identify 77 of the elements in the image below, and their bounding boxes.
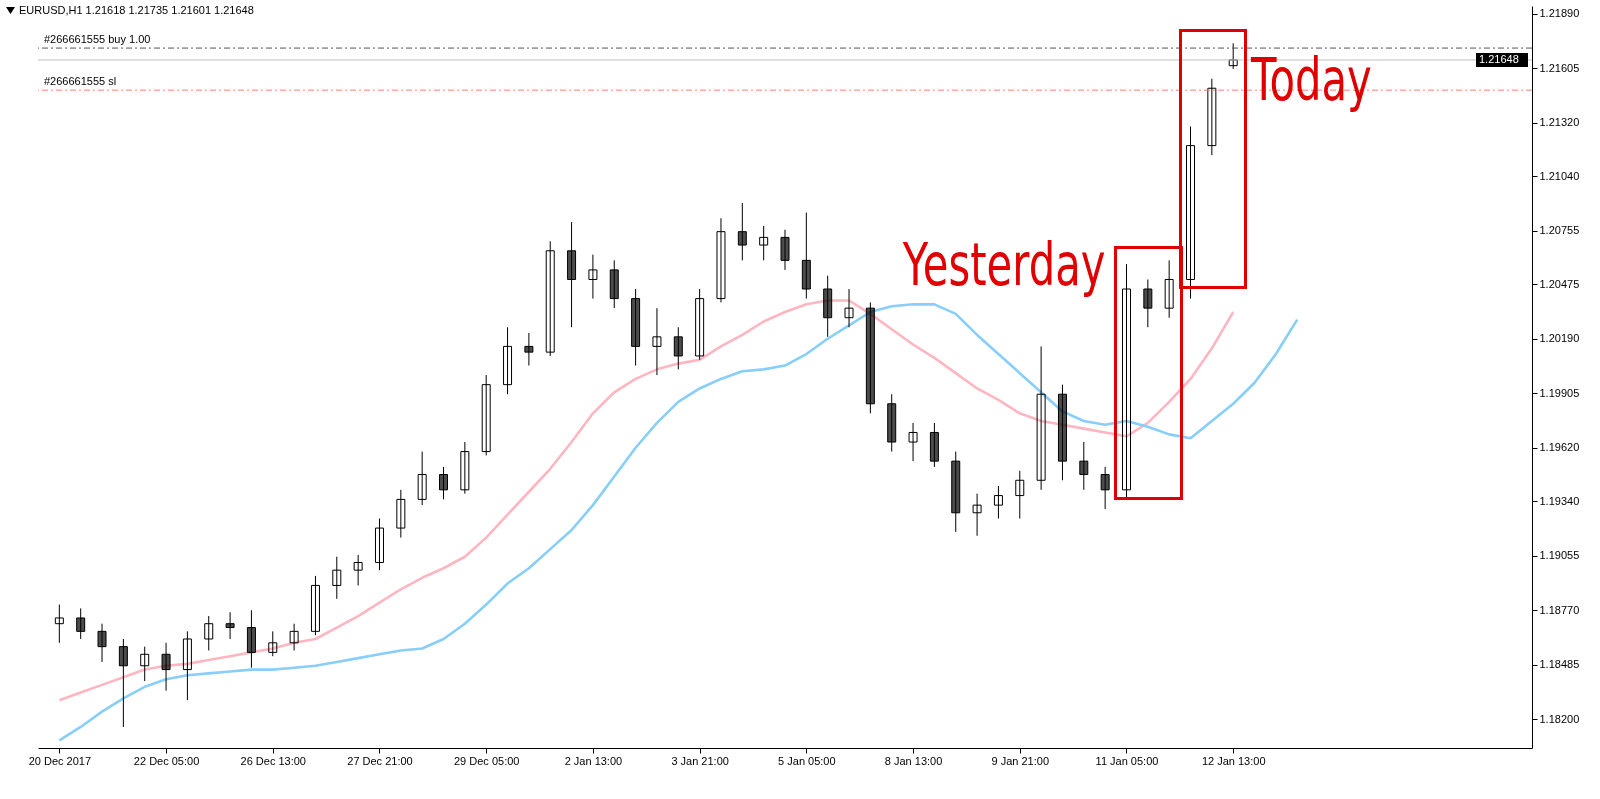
candlestick xyxy=(716,217,726,303)
candlestick xyxy=(588,254,598,300)
x-tick-label: 2 Jan 13:00 xyxy=(564,754,623,767)
x-tick-label: 22 Dec 05:00 xyxy=(133,754,200,767)
candlestick xyxy=(76,607,86,640)
candlestick xyxy=(652,307,662,376)
candlestick xyxy=(353,554,363,586)
y-tick-label: 1.20755 xyxy=(1539,224,1580,237)
candlestick xyxy=(1036,345,1046,491)
candlestick xyxy=(524,332,534,367)
candlestick xyxy=(1015,470,1025,520)
x-tick-label: 20 Dec 2017 xyxy=(28,754,92,767)
candlestick xyxy=(439,466,449,500)
y-tick-label: 1.18200 xyxy=(1539,712,1580,725)
candlestick xyxy=(908,422,918,462)
y-tick-label: 1.21605 xyxy=(1539,61,1580,74)
candlestick xyxy=(97,623,107,663)
candlestick xyxy=(545,240,555,357)
x-tick-label: 8 Jan 13:00 xyxy=(884,754,943,767)
y-tick-label: 1.21040 xyxy=(1539,169,1580,182)
candlestick xyxy=(1121,263,1131,500)
candlestick xyxy=(1143,278,1153,328)
candlestick xyxy=(481,374,491,456)
candlestick xyxy=(54,604,64,644)
candlestick xyxy=(182,630,192,701)
candlestick xyxy=(140,646,150,682)
annotation: Yesterday xyxy=(903,231,1107,300)
candlestick xyxy=(204,615,214,651)
y-tick-label: 1.21890 xyxy=(1539,7,1580,20)
ref-line-label: 1.21648 xyxy=(1479,52,1519,65)
x-tick-label: 11 Jan 05:00 xyxy=(1095,754,1159,767)
x-tick-label: 12 Jan 13:00 xyxy=(1201,754,1266,767)
candlestick xyxy=(289,623,299,651)
y-tick-label: 1.21320 xyxy=(1539,116,1580,129)
candlestick xyxy=(695,288,705,361)
candlestick xyxy=(972,493,982,537)
candlestick xyxy=(844,288,854,328)
candlestick xyxy=(310,575,320,636)
candlestick xyxy=(759,225,769,261)
candlestick xyxy=(1079,441,1089,491)
x-tick-label: 9 Jan 21:00 xyxy=(991,754,1050,767)
x-tick-label: 27 Dec 21:00 xyxy=(347,754,413,767)
y-tick-label: 1.20475 xyxy=(1539,277,1580,290)
candlestick xyxy=(780,229,790,271)
y-tick-label: 1.19620 xyxy=(1539,441,1580,454)
candlestick xyxy=(1228,42,1238,70)
candlestick xyxy=(118,638,128,728)
candlestick xyxy=(1186,125,1196,300)
y-tick-label: 1.18485 xyxy=(1539,658,1580,671)
y-tick-label: 1.19340 xyxy=(1539,494,1580,507)
candlestick xyxy=(396,489,406,539)
candlestick xyxy=(1207,78,1217,156)
candlestick xyxy=(225,611,235,640)
candlestick xyxy=(1100,466,1110,510)
candlestick xyxy=(161,642,171,692)
y-tick-label: 1.19905 xyxy=(1539,386,1580,399)
candlestick xyxy=(673,326,683,370)
chart-title: EURUSD,H1 1.21618 1.21735 1.21601 1.21648 xyxy=(19,4,254,16)
candlestick xyxy=(460,441,470,495)
y-tick-label: 1.20190 xyxy=(1539,332,1580,345)
y-tick-label: 1.19055 xyxy=(1539,549,1580,562)
candlestick xyxy=(417,451,427,506)
x-tick-label: 3 Jan 21:00 xyxy=(671,754,729,767)
candlestick xyxy=(332,556,342,600)
candlestick xyxy=(268,630,278,657)
candlestick xyxy=(1164,259,1174,319)
x-tick-label: 5 Jan 05:00 xyxy=(778,754,836,767)
candlestick xyxy=(737,202,747,261)
ref-line-label: #266661555 buy 1.00 xyxy=(44,33,151,46)
y-tick-label: 1.18770 xyxy=(1539,603,1580,616)
x-tick-label: 26 Dec 13:00 xyxy=(240,754,306,767)
candlestick xyxy=(503,326,513,395)
ref-line-label: #266661555 sl xyxy=(44,75,117,88)
candlestick xyxy=(993,485,1003,520)
annotation: Today xyxy=(1251,46,1372,115)
candlestick xyxy=(374,518,384,571)
x-tick-label: 29 Dec 05:00 xyxy=(453,754,520,767)
